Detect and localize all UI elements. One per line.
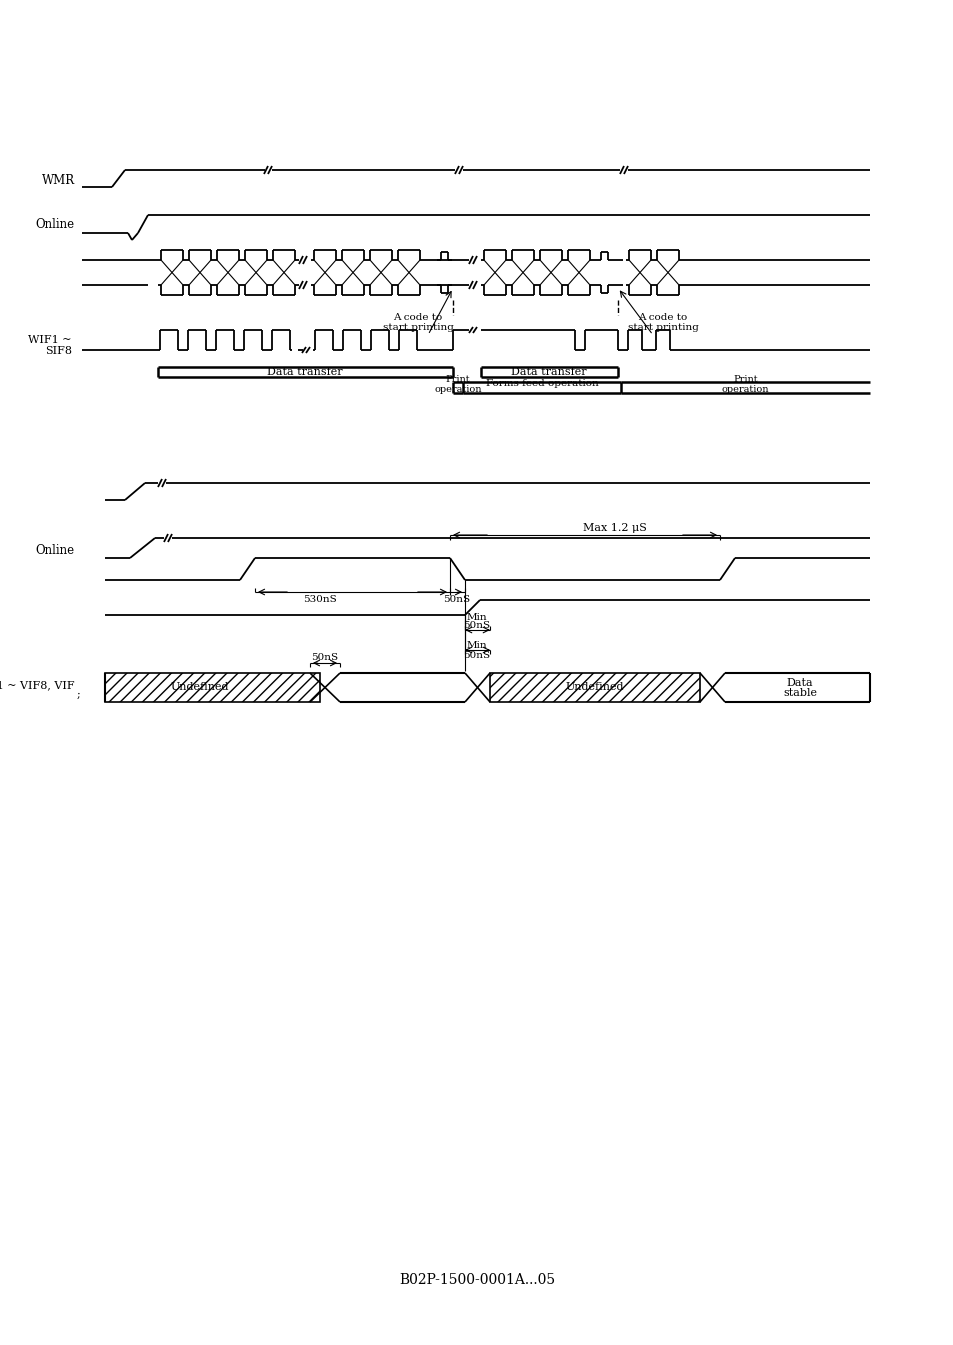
Text: 50nS: 50nS [463,651,490,659]
Text: WIF1 ~: WIF1 ~ [29,335,71,346]
Text: Data transfer: Data transfer [267,367,342,377]
Text: Print: Print [445,374,470,383]
Text: Forms feed operation: Forms feed operation [485,379,598,389]
Text: B02P-1500-0001A...05: B02P-1500-0001A...05 [398,1272,555,1287]
Text: ;: ; [76,690,80,699]
Text: Undefined: Undefined [171,682,229,693]
Text: 50nS: 50nS [311,654,338,663]
Text: 530nS: 530nS [303,596,336,604]
Text: operation: operation [721,385,768,394]
Text: SIF8: SIF8 [45,346,71,356]
Text: stable: stable [782,689,816,698]
Text: Online: Online [36,543,75,557]
Text: Data: Data [786,678,813,687]
Text: start printing: start printing [627,324,698,332]
Text: WMR: WMR [42,174,75,187]
Bar [490,672,700,702]
Text: start printing: start printing [382,324,453,332]
Text: Online: Online [36,218,75,231]
Text: operation: operation [434,385,481,394]
Text: 50nS: 50nS [443,596,470,604]
Text: A code to: A code to [393,312,442,321]
Bar [105,672,319,702]
Text: WIF1 ~ VIF8, VIF: WIF1 ~ VIF8, VIF [0,681,75,690]
Text: Print: Print [733,374,757,383]
Text: Max 1.2 μS: Max 1.2 μS [582,523,646,533]
Text: 50nS: 50nS [463,621,490,631]
Text: A code to: A code to [638,312,687,321]
Text: Min: Min [466,612,487,621]
Text: Data transfer: Data transfer [511,367,586,377]
Text: Min: Min [466,640,487,650]
Text: Undefined: Undefined [565,682,623,693]
